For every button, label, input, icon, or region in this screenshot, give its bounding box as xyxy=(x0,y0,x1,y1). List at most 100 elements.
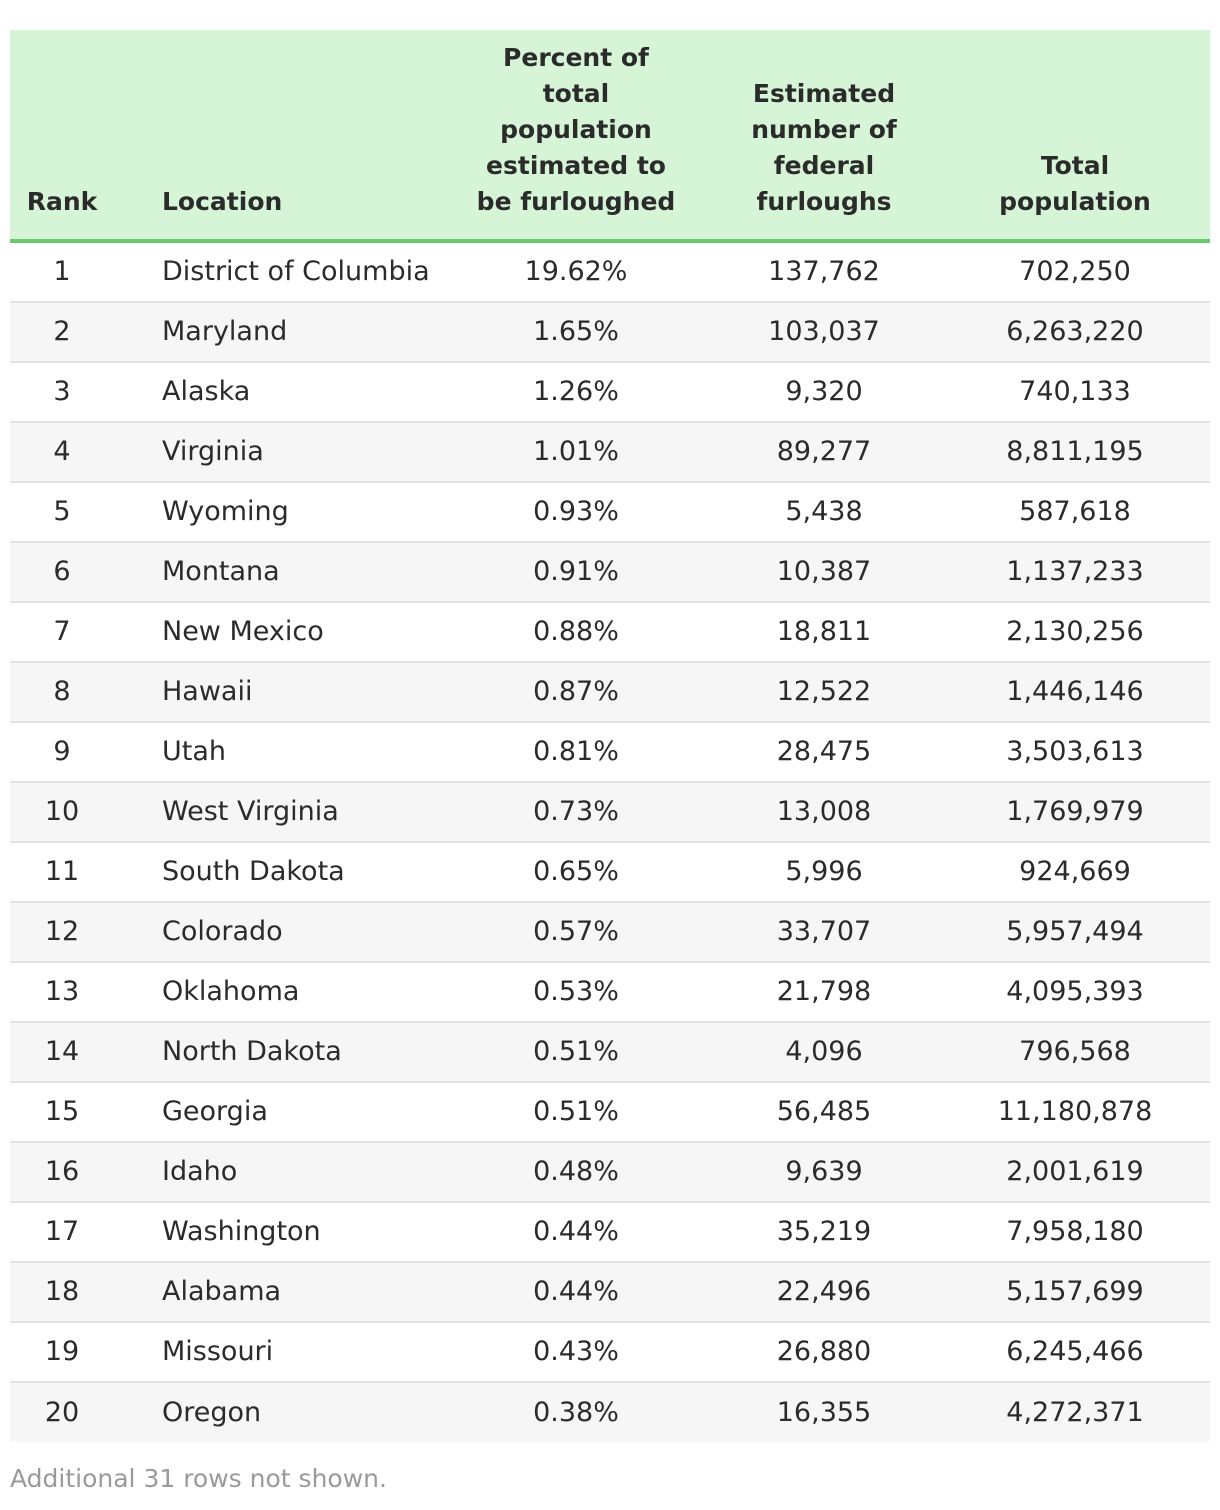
rank-cell: 6 xyxy=(10,542,114,603)
column-header-federal-line: number of xyxy=(751,115,897,144)
percent-cell: 0.51% xyxy=(444,1082,708,1143)
table-header: Rank Location Percent of total populatio… xyxy=(10,30,1210,243)
table-row: 10 West Virginia 0.73% 13,008 1,769,979 xyxy=(10,782,1210,843)
table-row: 3 Alaska 1.26% 9,320 740,133 xyxy=(10,362,1210,423)
table-body: 1 District of Columbia 19.62% 137,762 702,25… xyxy=(10,241,1210,1442)
federal-furloughs-cell: 13,008 xyxy=(708,782,940,843)
rank-cell: 16 xyxy=(10,1142,114,1203)
location-cell: North Dakota xyxy=(114,1022,444,1083)
column-header-percent-line: total xyxy=(542,79,610,108)
column-header-federal-line: federal xyxy=(773,151,875,180)
rank-cell: 18 xyxy=(10,1262,114,1323)
federal-furloughs-cell: 56,485 xyxy=(708,1082,940,1143)
location-cell: Utah xyxy=(114,722,444,783)
column-header-federal-line: furloughs xyxy=(756,187,892,216)
total-population-cell: 1,137,233 xyxy=(940,542,1210,603)
table-row: 4 Virginia 1.01% 89,277 8,811,195 xyxy=(10,422,1210,483)
percent-cell: 0.43% xyxy=(444,1322,708,1383)
federal-furloughs-cell: 33,707 xyxy=(708,902,940,963)
federal-furloughs-cell: 16,355 xyxy=(708,1382,940,1442)
rank-cell: 15 xyxy=(10,1082,114,1143)
percent-cell: 0.38% xyxy=(444,1382,708,1442)
percent-cell: 0.44% xyxy=(444,1262,708,1323)
location-cell: Alabama xyxy=(114,1262,444,1323)
location-cell: Alaska xyxy=(114,362,444,423)
column-header-location-label: Location xyxy=(162,187,283,216)
table-row: 13 Oklahoma 0.53% 21,798 4,095,393 xyxy=(10,962,1210,1023)
location-cell: Oklahoma xyxy=(114,962,444,1023)
column-header-federal-furloughs[interactable]: Estimated number of federal furloughs xyxy=(708,30,940,243)
rank-cell: 14 xyxy=(10,1022,114,1083)
total-population-cell: 5,157,699 xyxy=(940,1262,1210,1323)
rank-cell: 13 xyxy=(10,962,114,1023)
federal-furloughs-cell: 10,387 xyxy=(708,542,940,603)
column-header-percent-line: estimated to xyxy=(486,151,666,180)
table-row: 15 Georgia 0.51% 56,485 11,180,878 xyxy=(10,1082,1210,1143)
total-population-cell: 3,503,613 xyxy=(940,722,1210,783)
percent-cell: 0.93% xyxy=(444,482,708,543)
rank-cell: 4 xyxy=(10,422,114,483)
percent-cell: 0.81% xyxy=(444,722,708,783)
table-row: 19 Missouri 0.43% 26,880 6,245,466 xyxy=(10,1322,1210,1383)
percent-cell: 0.44% xyxy=(444,1202,708,1263)
federal-furloughs-cell: 28,475 xyxy=(708,722,940,783)
table-row: 12 Colorado 0.57% 33,707 5,957,494 xyxy=(10,902,1210,963)
federal-furloughs-cell: 9,320 xyxy=(708,362,940,423)
total-population-cell: 587,618 xyxy=(940,482,1210,543)
location-cell: Colorado xyxy=(114,902,444,963)
location-cell: Maryland xyxy=(114,302,444,363)
column-header-population-line: Total xyxy=(1040,151,1110,180)
total-population-cell: 2,130,256 xyxy=(940,602,1210,663)
federal-furloughs-cell: 12,522 xyxy=(708,662,940,723)
federal-furloughs-cell: 22,496 xyxy=(708,1262,940,1323)
percent-cell: 0.73% xyxy=(444,782,708,843)
table-row: 1 District of Columbia 19.62% 137,762 702,25… xyxy=(10,241,1210,303)
column-header-federal-line: Estimated xyxy=(752,79,896,108)
total-population-cell: 8,811,195 xyxy=(940,422,1210,483)
table-row: 11 South Dakota 0.65% 5,996 924,669 xyxy=(10,842,1210,903)
column-header-population-line: population xyxy=(999,187,1151,216)
percent-cell: 0.57% xyxy=(444,902,708,963)
location-cell: Wyoming xyxy=(114,482,444,543)
location-cell: Georgia xyxy=(114,1082,444,1143)
total-population-cell: 11,180,878 xyxy=(940,1082,1210,1143)
rank-cell: 2 xyxy=(10,302,114,363)
table-row: 16 Idaho 0.48% 9,639 2,001,619 xyxy=(10,1142,1210,1203)
federal-furloughs-cell: 9,639 xyxy=(708,1142,940,1203)
column-header-percent[interactable]: Percent of total population estimated to… xyxy=(444,30,708,243)
rank-cell: 9 xyxy=(10,722,114,783)
column-header-percent-line: Percent of xyxy=(503,43,649,72)
rank-cell: 1 xyxy=(10,241,114,303)
location-cell: Montana xyxy=(114,542,444,603)
table-row: 9 Utah 0.81% 28,475 3,503,613 xyxy=(10,722,1210,783)
rank-cell: 10 xyxy=(10,782,114,843)
rank-cell: 5 xyxy=(10,482,114,543)
percent-cell: 0.91% xyxy=(444,542,708,603)
rank-cell: 8 xyxy=(10,662,114,723)
header-row: Rank Location Percent of total populatio… xyxy=(10,30,1210,243)
total-population-cell: 2,001,619 xyxy=(940,1142,1210,1203)
total-population-cell: 796,568 xyxy=(940,1022,1210,1083)
total-population-cell: 6,263,220 xyxy=(940,302,1210,363)
rank-cell: 19 xyxy=(10,1322,114,1383)
location-cell: Hawaii xyxy=(114,662,444,723)
table-row: 7 New Mexico 0.88% 18,811 2,130,256 xyxy=(10,602,1210,663)
percent-cell: 0.53% xyxy=(444,962,708,1023)
percent-cell: 0.88% xyxy=(444,602,708,663)
percent-cell: 19.62% xyxy=(444,241,708,303)
total-population-cell: 4,272,371 xyxy=(940,1382,1210,1442)
total-population-cell: 6,245,466 xyxy=(940,1322,1210,1383)
percent-cell: 0.65% xyxy=(444,842,708,903)
rank-cell: 11 xyxy=(10,842,114,903)
furlough-table: Rank Location Percent of total populatio… xyxy=(10,30,1210,1442)
federal-furloughs-cell: 89,277 xyxy=(708,422,940,483)
column-header-total-population[interactable]: Total population xyxy=(940,30,1210,243)
table-row: 18 Alabama 0.44% 22,496 5,157,699 xyxy=(10,1262,1210,1323)
federal-furloughs-cell: 21,798 xyxy=(708,962,940,1023)
column-header-rank[interactable]: Rank xyxy=(10,30,114,243)
table-row: 2 Maryland 1.65% 103,037 6,263,220 xyxy=(10,302,1210,363)
total-population-cell: 702,250 xyxy=(940,241,1210,303)
column-header-location[interactable]: Location xyxy=(114,30,444,243)
column-header-percent-line: population xyxy=(500,115,652,144)
table-row: 6 Montana 0.91% 10,387 1,137,233 xyxy=(10,542,1210,603)
